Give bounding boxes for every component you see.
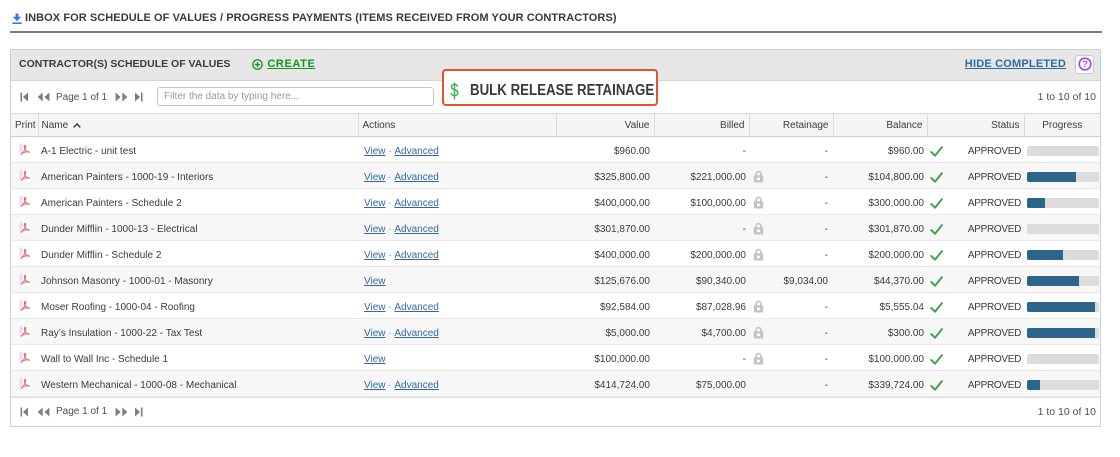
- svg-text:?: ?: [1082, 59, 1088, 70]
